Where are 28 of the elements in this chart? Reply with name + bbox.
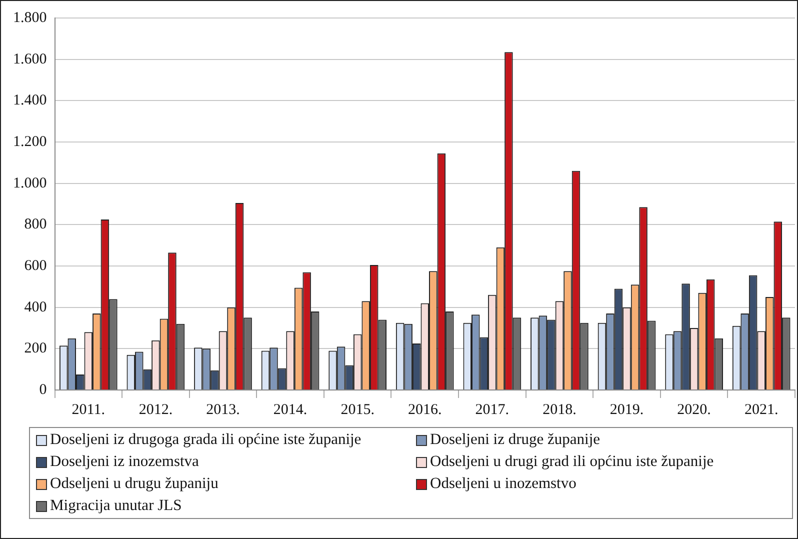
y-tick-label: 1.800 [13,10,47,26]
y-tick-label: 1.200 [13,134,47,150]
x-tick-label: 2019. [610,402,644,418]
y-tick-label: 0 [39,382,47,398]
y-tick-label: 1.400 [13,92,47,109]
legend-label: Doseljeni iz inozemstva [50,453,199,471]
legend-label: Odseljeni u inozemstvo [430,475,576,493]
y-tick-label: 800 [24,216,47,233]
x-tick-label: 2011. [72,402,105,418]
y-tick-label: 200 [24,340,47,357]
x-tick-label: 2015. [340,402,374,418]
legend-label: Migracija unutar JLS [50,497,182,515]
y-tick-label: 1.600 [13,51,47,68]
x-tick-label: 2016. [408,402,442,418]
legend-label: Doseljeni iz druge županije [430,431,600,449]
legend-label: Doseljeni iz drugoga grada ili općine iste županije [50,431,362,449]
x-tick-label: 2017. [475,402,510,418]
x-tick-label: 2018. [542,402,576,418]
x-tick-label: 2012. [138,402,173,418]
x-tick-label: 2013. [206,402,240,418]
y-tick-label: 400 [24,299,47,316]
x-tick-label: 2021. [744,402,778,418]
y-tick-label: 1.000 [13,175,47,192]
x-tick-label: 2014. [273,402,308,418]
y-tick-label: 600 [24,258,47,274]
x-tick-label: 2020. [677,402,711,418]
legend-label: Odseljeni u drugi grad ili općinu iste županije [430,453,714,471]
legend-label: Odseljeni u drugu županiju [50,475,218,493]
